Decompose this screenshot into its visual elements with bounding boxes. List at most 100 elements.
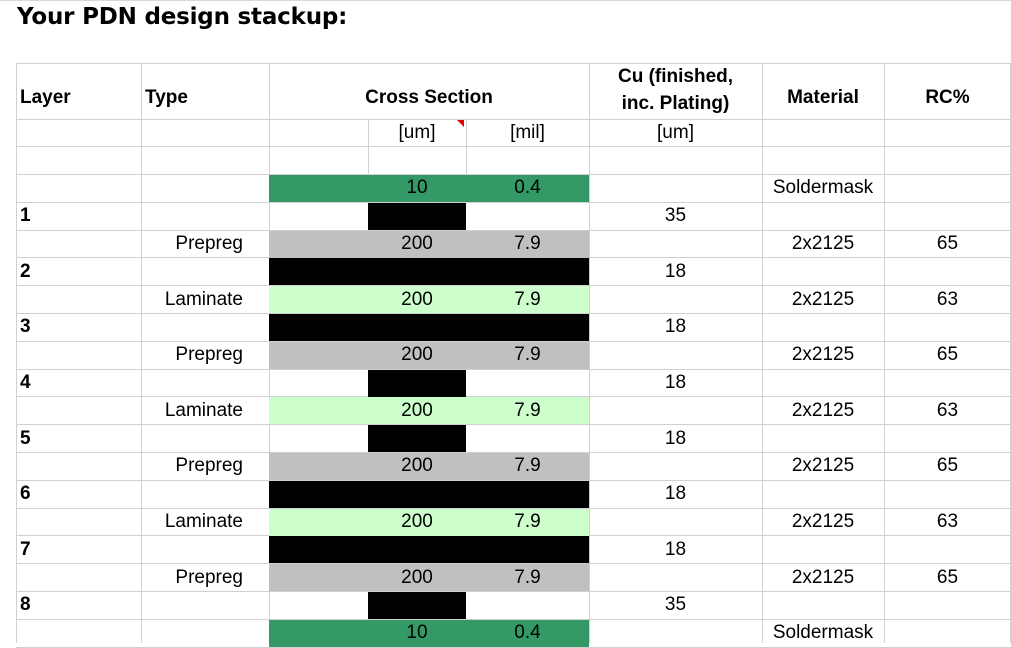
- layer-number: 6: [20, 483, 31, 505]
- resin-content: 65: [936, 344, 959, 366]
- thickness-um: [368, 536, 466, 563]
- header-cu-line2: inc. Plating): [621, 93, 730, 114]
- material: Soldermask: [772, 622, 874, 644]
- layer-number: [16, 342, 141, 369]
- thickness-mil: 7.9: [514, 510, 541, 532]
- copper-thickness: [589, 453, 762, 480]
- copper-thickness: 18: [664, 316, 687, 338]
- thickness-um: 200: [401, 510, 433, 532]
- thickness-um: [368, 481, 466, 508]
- copper-thickness: 18: [664, 371, 687, 393]
- grid-line-h: [16, 63, 1011, 64]
- copper-thickness: 18: [664, 260, 687, 282]
- copper-plane-overlay: [368, 592, 466, 619]
- resin-content: [884, 258, 1011, 285]
- unit-mil: [mil]: [510, 121, 545, 143]
- layer-number: 3: [20, 316, 31, 338]
- resin-content: [884, 425, 1011, 452]
- resin-content: [884, 314, 1011, 341]
- thickness-um: [368, 425, 466, 452]
- thickness-um: 200: [401, 232, 433, 254]
- grid-line-h: [16, 146, 1011, 147]
- layer-type: [141, 175, 269, 202]
- thickness-mil: 7.9: [514, 232, 541, 254]
- material: Soldermask: [772, 177, 874, 199]
- layer-number: [16, 175, 141, 202]
- layer-number: 7: [20, 538, 31, 560]
- layer-number: 1: [20, 205, 31, 227]
- grid-line-h: [16, 452, 1011, 453]
- header-material: Material: [787, 87, 859, 108]
- unit-um: [um]: [398, 121, 436, 143]
- layer-fill-overlay: [269, 397, 589, 424]
- layer-fill-overlay: [269, 453, 589, 480]
- layer-type: [141, 536, 269, 563]
- grid-line-h: [16, 285, 1011, 286]
- material: 2x2125: [791, 510, 855, 532]
- layer-fill-overlay: [269, 509, 589, 536]
- grid-line-v: [589, 63, 590, 643]
- grid-line-v: [762, 63, 763, 643]
- thickness-mil: 7.9: [514, 455, 541, 477]
- layer-fill-overlay: [269, 342, 589, 369]
- material: [762, 314, 884, 341]
- thickness-mil: 7.9: [514, 399, 541, 421]
- layer-type: Prepreg: [175, 232, 243, 254]
- copper-plane-overlay: [269, 258, 589, 285]
- thickness-um: [368, 592, 466, 619]
- layer-number: 4: [20, 371, 31, 393]
- thickness-um: [368, 370, 466, 397]
- header-cu-line1: Cu (finished,: [617, 66, 734, 87]
- grid-line-h: [16, 591, 1011, 592]
- thickness-um: [368, 258, 466, 285]
- layer-number: 8: [20, 594, 31, 616]
- copper-plane-overlay: [368, 370, 466, 397]
- copper-thickness: [589, 175, 762, 202]
- resin-content: 63: [936, 288, 959, 310]
- header-layer: Layer: [20, 87, 71, 108]
- comment-indicator: [457, 120, 464, 127]
- grid-line-h: [16, 313, 1011, 314]
- thickness-um: 200: [401, 455, 433, 477]
- thickness-um: 200: [401, 344, 433, 366]
- top-border: [0, 0, 1011, 1]
- layer-type: Prepreg: [175, 344, 243, 366]
- grid-line-h: [16, 619, 1011, 620]
- thickness-mil: 7.9: [514, 288, 541, 310]
- layer-fill-overlay: [269, 564, 589, 591]
- copper-plane-overlay: [269, 481, 589, 508]
- material: 2x2125: [791, 288, 855, 310]
- resin-content: [884, 481, 1011, 508]
- resin-content: [884, 175, 1011, 202]
- material: [762, 370, 884, 397]
- copper-thickness: [589, 509, 762, 536]
- copper-thickness: 18: [664, 538, 687, 560]
- thickness-mil: [466, 370, 589, 397]
- grid-line-h: [16, 174, 1011, 175]
- grid-line-v: [884, 63, 885, 643]
- layer-number: 5: [20, 427, 31, 449]
- thickness-um: [368, 314, 466, 341]
- grid-line-h: [16, 119, 1011, 120]
- grid-line-h: [16, 230, 1011, 231]
- material: 2x2125: [791, 455, 855, 477]
- resin-content: 65: [936, 566, 959, 588]
- page-title: Your PDN design stackup:: [17, 4, 348, 30]
- resin-content: 63: [936, 399, 959, 421]
- material: [762, 425, 884, 452]
- material: 2x2125: [791, 344, 855, 366]
- grid-line-h: [16, 341, 1011, 342]
- copper-thickness: 35: [664, 205, 687, 227]
- grid-line-h: [16, 424, 1011, 425]
- thickness-mil: 7.9: [514, 344, 541, 366]
- material: 2x2125: [791, 566, 855, 588]
- grid-line-h: [16, 480, 1011, 481]
- layer-type: Prepreg: [175, 566, 243, 588]
- copper-thickness: 35: [664, 594, 687, 616]
- material: [762, 203, 884, 230]
- thickness-mil: 7.9: [514, 566, 541, 588]
- layer-number: [16, 509, 141, 536]
- grid-line-v: [368, 119, 369, 174]
- layer-number: [16, 286, 141, 313]
